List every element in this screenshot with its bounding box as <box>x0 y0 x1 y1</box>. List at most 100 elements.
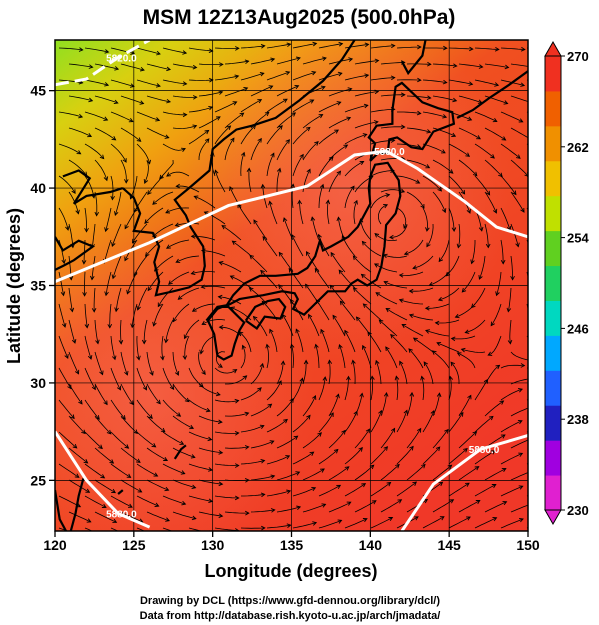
streamline <box>500 388 523 401</box>
streamline <box>380 62 405 65</box>
streamline-arrow <box>472 171 478 177</box>
streamline-arrow <box>467 394 472 400</box>
streamline <box>192 303 216 312</box>
streamline-arrow <box>285 455 291 460</box>
streamline <box>84 399 100 420</box>
streamline-arrow <box>431 350 437 355</box>
streamline-arrow <box>373 120 379 125</box>
streamline-arrow <box>124 256 129 262</box>
streamline <box>136 495 159 507</box>
streamline <box>224 137 235 161</box>
streamline-arrow <box>361 483 367 488</box>
streamline <box>68 159 88 176</box>
streamline <box>146 415 166 433</box>
streamline-arrow <box>491 484 497 489</box>
streamline-arrow <box>520 363 526 368</box>
streamline <box>474 111 497 122</box>
streamline <box>490 303 502 326</box>
streamline <box>214 75 239 81</box>
streamline-arrow <box>444 428 449 434</box>
streamline-arrow <box>285 139 290 144</box>
streamline-arrow <box>180 470 186 475</box>
streamline <box>474 416 494 433</box>
streamline <box>68 511 91 523</box>
streamline <box>110 143 127 163</box>
streamline <box>474 175 490 196</box>
streamline <box>68 415 86 434</box>
streamline-arrow <box>336 170 342 176</box>
streamline <box>84 79 109 86</box>
streamline-arrow <box>506 307 512 313</box>
streamline <box>147 175 164 195</box>
streamline-arrow <box>152 200 157 205</box>
colorbar-segment <box>545 265 561 301</box>
streamline <box>266 71 290 81</box>
streamline-arrow <box>111 242 116 247</box>
streamline <box>68 351 79 374</box>
streamline <box>448 47 473 50</box>
streamline-arrow <box>374 58 380 64</box>
streamline-arrow <box>409 391 415 397</box>
streamline <box>510 159 528 177</box>
streamline <box>510 191 525 213</box>
streamline <box>198 91 223 97</box>
streamline-arrow <box>175 258 181 263</box>
streamline <box>266 98 288 113</box>
streamline-arrow <box>234 495 240 501</box>
streamline <box>370 410 382 433</box>
streamline-arrow <box>124 370 129 376</box>
streamline <box>500 239 504 264</box>
streamline <box>166 171 190 177</box>
streamline <box>344 186 355 209</box>
streamline-arrow <box>507 339 513 345</box>
streamline <box>172 383 190 402</box>
streamline <box>380 94 405 97</box>
streamline <box>353 287 372 305</box>
streamline-arrow <box>426 61 432 67</box>
streamline <box>380 464 400 481</box>
streamline <box>370 446 388 465</box>
streamline <box>353 200 358 225</box>
streamline <box>105 271 112 296</box>
streamline <box>510 504 528 513</box>
streamline-arrow <box>165 209 171 214</box>
streamline-arrow <box>400 124 406 130</box>
streamline-arrow <box>165 517 170 522</box>
streamline-arrow <box>72 443 78 449</box>
streamline-arrow <box>244 411 250 417</box>
streamline-arrow <box>84 323 90 329</box>
streamline-arrow <box>390 333 395 339</box>
streamline-arrow <box>362 518 368 523</box>
streamline-arrow <box>434 320 440 326</box>
streamline <box>266 380 282 401</box>
streamline-arrow <box>114 211 119 217</box>
streamline <box>58 47 83 51</box>
streamline-arrow <box>156 399 161 405</box>
streamline-arrow <box>520 46 526 52</box>
colorbar-segment <box>545 56 561 92</box>
streamline-arrow <box>412 481 418 486</box>
streamline-arrow <box>478 226 484 232</box>
streamline-arrow <box>320 85 326 90</box>
streamline-arrow <box>264 111 270 117</box>
streamline <box>161 335 164 360</box>
streamline-arrow <box>204 129 210 135</box>
streamline <box>510 439 528 449</box>
streamline <box>58 111 83 118</box>
streamline-arrow <box>415 179 421 184</box>
streamline-arrow <box>463 447 468 453</box>
streamline-arrow <box>179 440 185 445</box>
streamline <box>457 223 461 248</box>
streamline-arrow <box>144 219 149 224</box>
streamline-arrow <box>452 63 458 68</box>
streamline <box>266 455 290 465</box>
streamline-arrow <box>248 287 254 292</box>
streamline <box>385 346 398 369</box>
streamline <box>406 428 422 449</box>
streamline-arrow <box>135 458 141 463</box>
streamline-arrow <box>260 269 265 275</box>
coastline <box>456 70 528 119</box>
streamline-arrow <box>157 302 162 308</box>
streamline <box>370 170 394 177</box>
streamline-arrow <box>529 406 533 410</box>
